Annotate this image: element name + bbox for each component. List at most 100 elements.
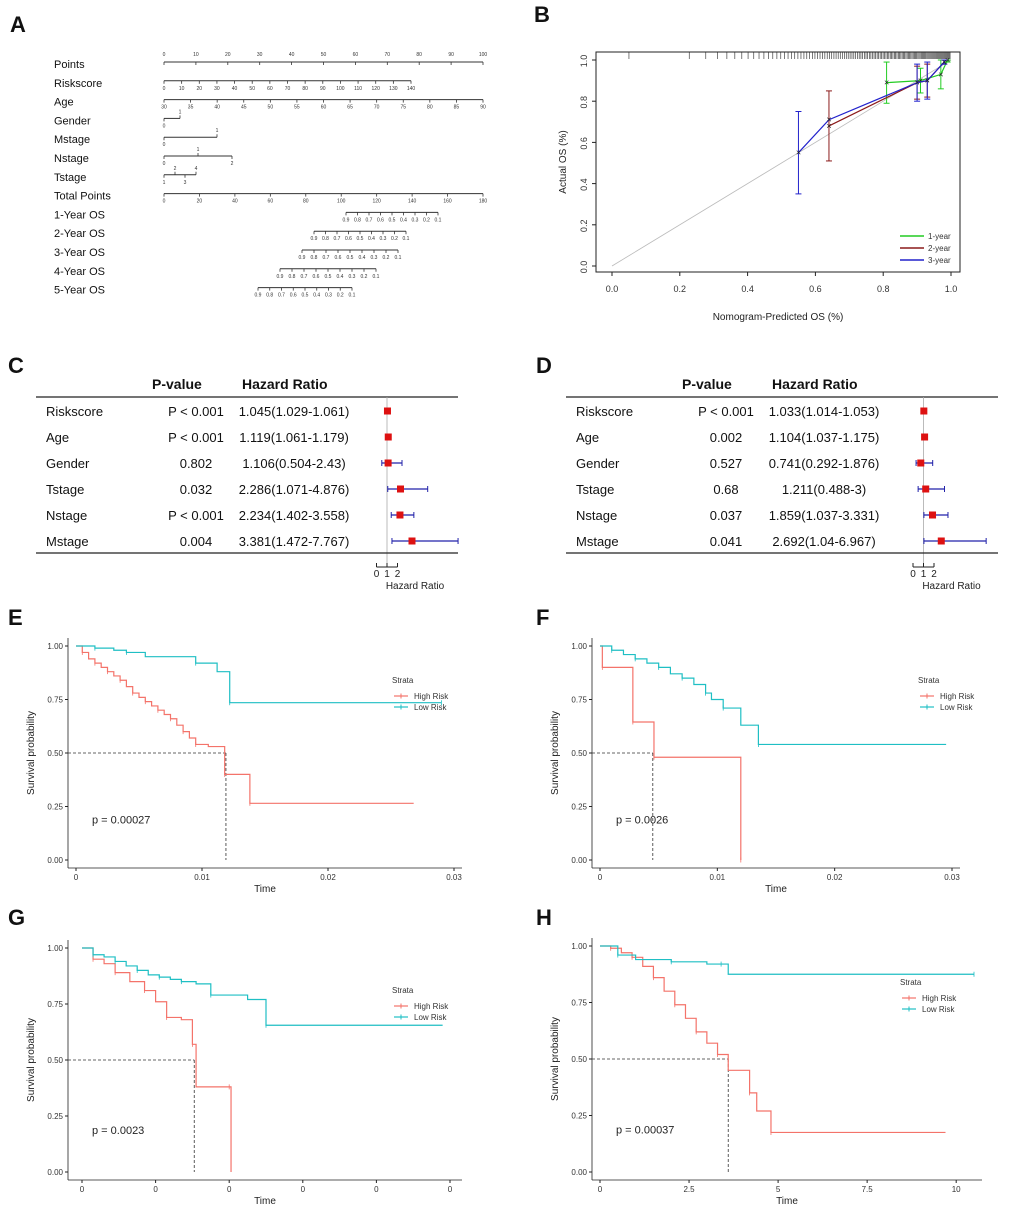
kmG-ytick-label: 0.50	[47, 1056, 63, 1065]
nomogram-ticklabel-1-4: 40	[232, 86, 238, 92]
forestC-pt-Age	[384, 433, 392, 441]
nomogram-ticklabel-10-1: 0.8	[311, 255, 318, 261]
nomogram-label-10: 3-Year OS	[54, 247, 105, 259]
forestD-p-Tstage: 0.68	[713, 482, 738, 497]
kmH-xtick-label: 5	[776, 1185, 781, 1194]
calib-point-1-year: ×	[938, 69, 943, 79]
nomogram-ticklabel-7-6: 120	[372, 199, 381, 205]
nomogram-ticklabel-0-6: 60	[353, 52, 359, 58]
kmG-xtick-label: 0	[80, 1185, 85, 1194]
nomogram-label-8: 1-Year OS	[54, 209, 105, 221]
calib-xlabel: Nomogram-Predicted OS (%)	[713, 312, 844, 323]
calib-xtick-label: 1.0	[945, 284, 958, 294]
nomogram-ticklabel-1-0: 0	[163, 86, 166, 92]
forestD-hr-Riskscore: 1.033(1.014-1.053)	[769, 404, 880, 419]
kmG-curve-High Risk	[82, 947, 232, 1172]
nomogram-ticklabel-10-5: 0.4	[359, 255, 366, 261]
forestD-var-Age: Age	[576, 430, 599, 445]
kmG-xtick-label: 0	[374, 1185, 379, 1194]
forestD-hr-Tstage: 1.211(0.488-3)	[782, 482, 866, 497]
nomogram-ticklabel-0-1: 10	[193, 52, 199, 58]
kmH-ytick-label: 1.00	[571, 942, 587, 951]
nomogram-ticklabel-8-3: 0.6	[377, 217, 384, 223]
forestD-p-Gender: 0.527	[710, 456, 743, 471]
nomogram-ticklabel-11-2: 0.7	[301, 274, 308, 280]
forestC-pt-Riskscore	[383, 407, 391, 415]
calib-point-1-year: ×	[945, 55, 950, 65]
kmG-ytick-label: 0.75	[47, 1000, 63, 1009]
nomogram-ticklabel-11-5: 0.4	[337, 274, 344, 280]
calib-xtick-label: 0.6	[809, 284, 822, 294]
kmF-xtick-label: 0.03	[944, 873, 960, 882]
kmG-xlabel: Time	[254, 1196, 276, 1207]
nomogram-ticklabel-12-5: 0.4	[313, 293, 320, 299]
nomogram-ticklabel-10-4: 0.5	[347, 255, 354, 261]
nomogram-ticklabel-2-9: 75	[400, 105, 406, 111]
forestD-head-p: P-value	[682, 376, 732, 392]
nomogram-label-2: Age	[54, 97, 74, 109]
nomogram-ticklabel-4-0: 0	[163, 142, 166, 148]
forestD-var-Nstage: Nstage	[576, 508, 617, 523]
calib-point-2-year: ×	[826, 121, 831, 131]
calib-xtick-label: 0.8	[877, 284, 890, 294]
kmF-ytick-label: 0.75	[571, 696, 587, 705]
nomogram-ticklabel-10-3: 0.6	[335, 255, 342, 261]
kmG-ytick-label: 0.25	[47, 1112, 63, 1121]
nomogram-ticklabel-9-3: 0.6	[345, 236, 352, 242]
calib-point-3-year: ×	[914, 78, 919, 88]
nomogram-ticklabel-8-6: 0.3	[412, 217, 419, 223]
nomogram-ticklabel-12-8: 0.1	[349, 293, 356, 299]
forestC-var-Mstage: Mstage	[46, 534, 89, 549]
forestD-p-Riskscore: P < 0.001	[698, 404, 754, 419]
nomogram-ticklabel-2-0: 30	[161, 105, 167, 111]
kmE-ytick-label: 0.00	[47, 856, 63, 865]
nomogram-label-5: Nstage	[54, 153, 89, 165]
kmE-xlabel: Time	[254, 884, 276, 895]
kmG-legend-label: Low Risk	[414, 1013, 447, 1022]
kmE-ylabel: Survival probability	[26, 711, 37, 795]
nomogram-ticklabel-2-2: 40	[214, 105, 220, 111]
calib-xtick-label: 0.4	[741, 284, 754, 294]
nomogram-ticklabel-9-4: 0.5	[357, 236, 364, 242]
nomogram-ticklabel-10-7: 0.2	[383, 255, 390, 261]
kmH-xlabel: Time	[776, 1196, 798, 1207]
forestD-p-Nstage: 0.037	[710, 508, 743, 523]
forestC-var-Riskscore: Riskscore	[46, 404, 103, 419]
calib-ytick-label: 0.8	[579, 96, 589, 109]
forestD-var-Riskscore: Riskscore	[576, 404, 633, 419]
nomogram-label-12: 5-Year OS	[54, 285, 105, 297]
panel-letter-f: F	[536, 605, 549, 630]
nomogram-label-7: Total Points	[54, 191, 111, 203]
forestD-hr-Nstage: 1.859(1.037-3.331)	[769, 508, 880, 523]
forestC-axis-label: Hazard Ratio	[386, 581, 445, 592]
forestD-hr-Age: 1.104(1.037-1.175)	[769, 430, 880, 445]
kmE-curve-Low Risk	[76, 645, 442, 704]
kmG-xtick-label: 0	[227, 1185, 232, 1194]
kmG-ylabel: Survival probability	[26, 1018, 37, 1102]
kmH-xtick-label: 2.5	[683, 1185, 695, 1194]
km-plot-h: 0.00 0.25 0.50 0.75 1.00 0 2.5 5 7.5 10 Time Surviv…	[550, 938, 982, 1207]
nomogram-ticklabel-0-2: 20	[225, 52, 231, 58]
forestD-var-Mstage: Mstage	[576, 534, 619, 549]
nomogram-ticklabel-5-0: 0	[163, 161, 166, 167]
nomogram-label-11: 4-Year OS	[54, 266, 105, 278]
forestD-pt-Mstage	[937, 537, 945, 545]
nomogram-ticklabel-11-3: 0.6	[313, 274, 320, 280]
kmF-ytick-label: 0.25	[571, 803, 587, 812]
calibration-plot: 0.0 0.2 0.4 0.6 0.8 1.0 0.0 0.2 0.4 0.6 0.8 1.0 Nomo…	[558, 51, 961, 323]
kmH-ytick-label: 0.50	[571, 1055, 587, 1064]
nomogram-ticklabel-2-12: 90	[480, 105, 486, 111]
kmF-legend-label: Low Risk	[940, 703, 973, 712]
forestD-head-hr: Hazard Ratio	[772, 376, 858, 392]
nomogram-ticklabel-7-3: 60	[268, 199, 274, 205]
kmG-ytick-label: 1.00	[47, 944, 63, 953]
kmH-curve-Low Risk	[600, 945, 974, 975]
calib-point-3-year: ×	[796, 148, 801, 158]
nomogram-ticklabel-0-5: 50	[321, 52, 327, 58]
km-plot-e: 0.00 0.25 0.50 0.75 1.00 0 0.01 0.02 0.03 Time Sur…	[26, 638, 462, 895]
nomogram-ticklabel-6-3: 3	[184, 180, 187, 186]
forestD-axis-ticklabel: 1	[921, 569, 927, 580]
nomogram-ticklabel-9-0: 0.9	[311, 236, 318, 242]
panel-letter-e: E	[8, 605, 23, 630]
panel-letter-c: C	[8, 353, 24, 378]
